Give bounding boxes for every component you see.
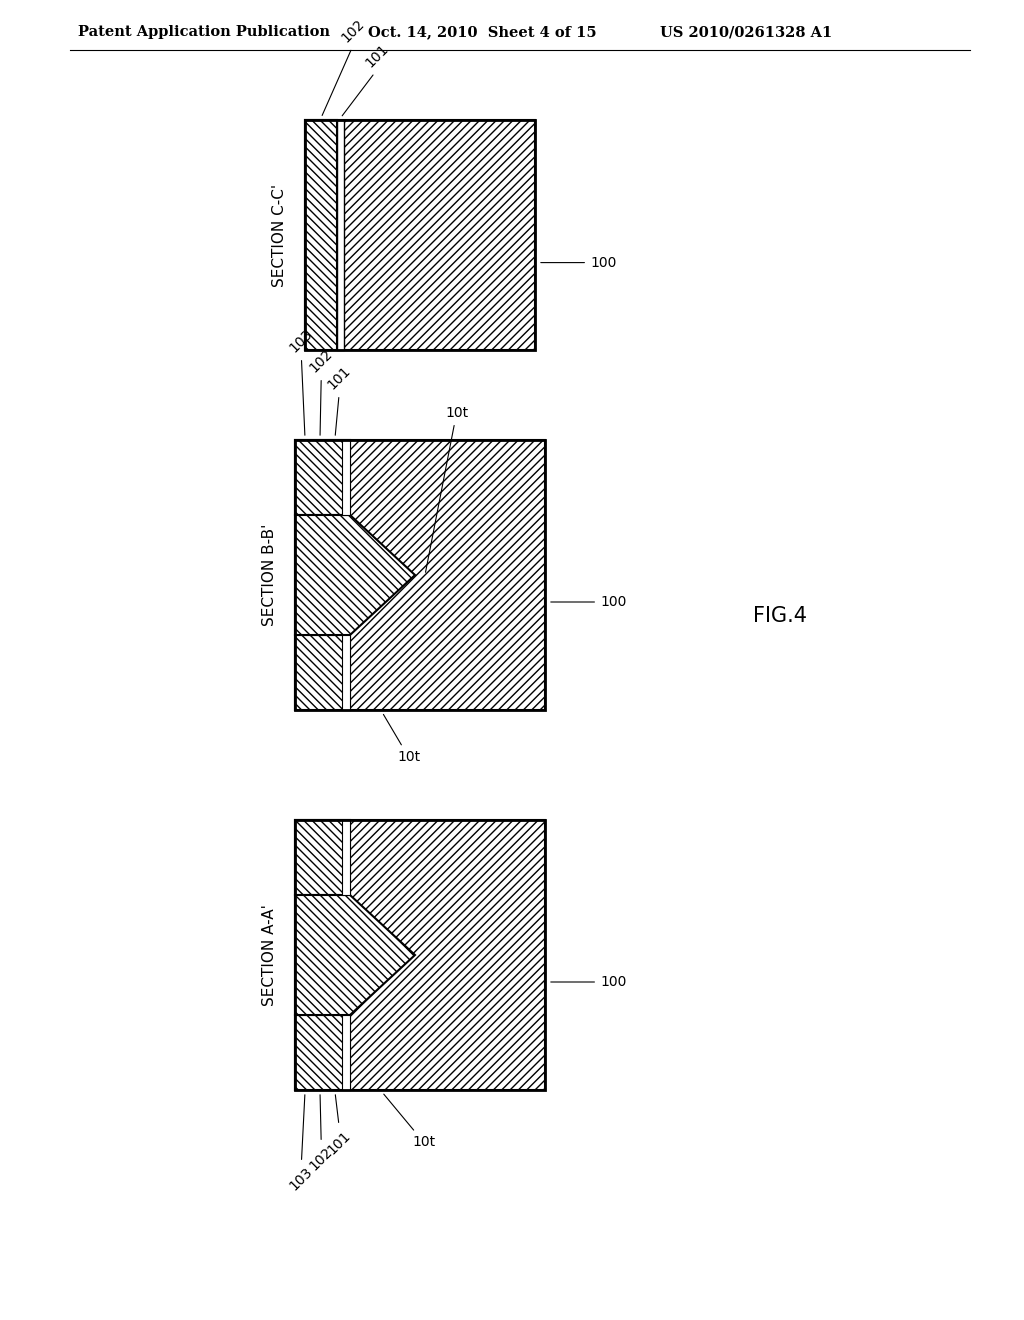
Bar bbox=[295, 440, 350, 515]
Text: 102: 102 bbox=[307, 1094, 336, 1173]
Text: 101: 101 bbox=[325, 363, 353, 436]
Bar bbox=[342, 1015, 350, 1090]
Text: 10t: 10t bbox=[426, 407, 468, 573]
Text: 101: 101 bbox=[325, 1094, 353, 1156]
Bar bbox=[305, 120, 535, 350]
Polygon shape bbox=[295, 895, 415, 1015]
Bar bbox=[337, 120, 344, 350]
Bar bbox=[295, 820, 545, 1090]
Text: US 2010/0261328 A1: US 2010/0261328 A1 bbox=[660, 25, 833, 40]
Text: 100: 100 bbox=[551, 975, 627, 989]
Polygon shape bbox=[295, 515, 415, 635]
Text: SECTION C-C': SECTION C-C' bbox=[272, 183, 287, 286]
Text: 10t: 10t bbox=[383, 714, 420, 764]
Text: 102: 102 bbox=[323, 16, 368, 115]
Text: 10t: 10t bbox=[384, 1094, 435, 1148]
Bar bbox=[295, 820, 545, 1090]
Bar bbox=[342, 635, 350, 710]
Bar bbox=[342, 820, 350, 895]
Bar bbox=[295, 440, 545, 710]
Bar bbox=[295, 820, 350, 895]
Bar bbox=[305, 120, 337, 350]
Bar bbox=[305, 120, 535, 350]
Text: 102: 102 bbox=[307, 346, 336, 436]
Bar bbox=[295, 635, 350, 710]
Text: 100: 100 bbox=[541, 256, 616, 269]
Text: Patent Application Publication: Patent Application Publication bbox=[78, 25, 330, 40]
Text: 103: 103 bbox=[287, 1094, 315, 1193]
Bar bbox=[295, 1015, 350, 1090]
Text: SECTION B-B': SECTION B-B' bbox=[262, 524, 278, 626]
Bar bbox=[295, 440, 545, 710]
Bar bbox=[342, 440, 350, 515]
Text: 103: 103 bbox=[287, 326, 315, 436]
Text: Oct. 14, 2010  Sheet 4 of 15: Oct. 14, 2010 Sheet 4 of 15 bbox=[368, 25, 597, 40]
Text: 101: 101 bbox=[342, 41, 391, 116]
Text: 100: 100 bbox=[551, 595, 627, 609]
Text: FIG.4: FIG.4 bbox=[753, 606, 807, 626]
Text: SECTION A-A': SECTION A-A' bbox=[262, 904, 278, 1006]
